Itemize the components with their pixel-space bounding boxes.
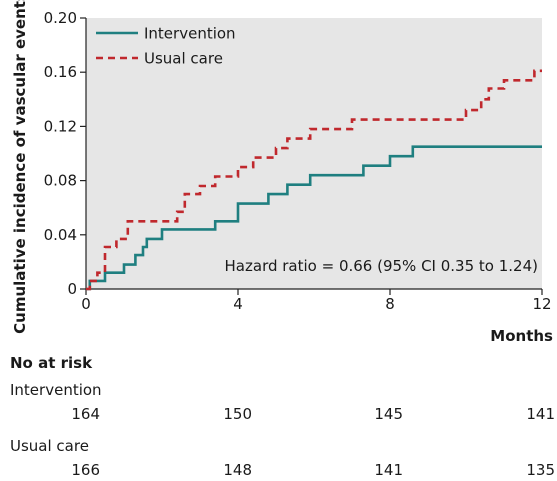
y-axis-label: Cumulative incidence of vascular events xyxy=(11,0,29,334)
x-tick-label: 12 xyxy=(532,295,551,313)
risk-row-usual-care: 166 148 141 135 xyxy=(0,461,557,481)
risk-group-label-intervention: Intervention xyxy=(10,381,102,399)
legend-label-usual-care: Usual care xyxy=(144,50,223,68)
plot-area xyxy=(86,18,542,289)
x-tick-label: 0 xyxy=(81,295,91,313)
risk-count: 145 xyxy=(374,405,403,423)
legend: Intervention Usual care xyxy=(96,25,236,68)
y-tick-label: 0.16 xyxy=(44,63,77,81)
x-tick-label: 4 xyxy=(233,295,243,313)
series-line-usual-care xyxy=(86,69,542,291)
x-axis-label: Months xyxy=(490,327,553,345)
y-tick-label: 0.12 xyxy=(44,117,77,135)
risk-row-intervention: 164 150 145 141 xyxy=(0,405,557,425)
risk-count: 166 xyxy=(71,461,100,479)
risk-count: 135 xyxy=(526,461,555,479)
km-chart: 0 0.04 0.08 0.12 0.16 0.20 0 4 8 12 Cumulative i… xyxy=(11,0,553,345)
risk-count: 148 xyxy=(223,461,252,479)
risk-table-title: No at risk xyxy=(10,354,93,372)
x-tick-label: 8 xyxy=(385,295,395,313)
risk-count: 164 xyxy=(71,405,100,423)
series-line-intervention xyxy=(86,145,542,291)
risk-count: 141 xyxy=(526,405,555,423)
legend-label-intervention: Intervention xyxy=(144,25,236,43)
risk-count: 141 xyxy=(374,461,403,479)
risk-group-label-usual-care: Usual care xyxy=(10,437,89,455)
risk-count: 150 xyxy=(223,405,252,423)
y-tick-label: 0.08 xyxy=(44,172,77,190)
y-tick-label: 0.20 xyxy=(44,9,77,27)
hazard-ratio-annotation: Hazard ratio = 0.66 (95% CI 0.35 to 1.24… xyxy=(225,257,538,275)
y-tick-label: 0.04 xyxy=(44,226,77,244)
y-tick-label: 0 xyxy=(67,280,77,298)
